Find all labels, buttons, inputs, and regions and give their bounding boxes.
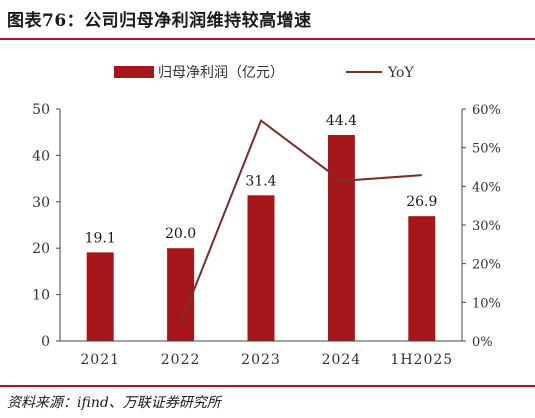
left-tick-label: 0 bbox=[41, 334, 50, 350]
bar-label-2022: 20.0 bbox=[165, 226, 196, 242]
chart: 归母净利润（亿元） YoY 0 10 20 30 40 50 0% 10% 20% 30% 40% 5… bbox=[32, 64, 501, 368]
bar-label-2021: 19.1 bbox=[85, 230, 116, 246]
chart-title: 图表76：公司归母净利润维持较高增速 bbox=[7, 11, 312, 31]
x-tick-label-2022: 2022 bbox=[161, 352, 201, 368]
legend-bar-swatch bbox=[114, 66, 154, 78]
bar-2022 bbox=[167, 248, 195, 341]
right-tick-label: 50% bbox=[472, 142, 501, 157]
bar-1H2025 bbox=[408, 216, 436, 341]
right-y-axis: 0% 10% 20% 30% 40% 50% 60% bbox=[461, 103, 501, 350]
right-tick-label: 10% bbox=[472, 296, 501, 311]
bar-2024 bbox=[327, 134, 355, 341]
legend-line-label: YoY bbox=[387, 65, 414, 81]
bar-label-1H2025: 26.9 bbox=[406, 194, 437, 210]
left-tick-label: 10 bbox=[32, 288, 50, 304]
x-tick-label-2024: 2024 bbox=[322, 352, 362, 368]
bar-label-2024: 44.4 bbox=[326, 113, 357, 129]
title-divider bbox=[0, 38, 535, 40]
bar-2023 bbox=[247, 195, 275, 341]
right-tick-label: 30% bbox=[472, 219, 501, 234]
source-divider bbox=[0, 385, 535, 387]
x-tick-label-2023: 2023 bbox=[241, 352, 281, 368]
left-tick-label: 20 bbox=[32, 241, 50, 257]
yoy-line bbox=[179, 119, 422, 324]
bar-series: 19.1 20.0 31.4 44.4 26.9 bbox=[85, 113, 437, 341]
legend-bar-label: 归母净利润（亿元） bbox=[158, 64, 284, 81]
bar-label-2023: 31.4 bbox=[245, 173, 276, 189]
left-tick-label: 30 bbox=[32, 195, 50, 211]
x-tick-label-2021: 2021 bbox=[80, 352, 120, 368]
right-tick-label: 40% bbox=[472, 180, 501, 195]
right-tick-label: 60% bbox=[472, 103, 501, 118]
left-tick-label: 50 bbox=[32, 102, 50, 118]
left-tick-label: 40 bbox=[32, 148, 50, 164]
left-y-axis: 0 10 20 30 40 50 bbox=[32, 102, 61, 350]
bar-2021 bbox=[86, 252, 114, 341]
x-axis: 2021 2022 2023 2024 1H2025 bbox=[60, 340, 462, 368]
legend: 归母净利润（亿元） YoY bbox=[114, 64, 414, 81]
source-note: 资料来源：ifind、万联证券研究所 bbox=[7, 395, 221, 411]
x-tick-label-1H2025: 1H2025 bbox=[390, 352, 453, 368]
right-tick-label: 0% bbox=[472, 335, 493, 350]
yoy-series bbox=[179, 119, 422, 324]
right-tick-label: 20% bbox=[472, 258, 501, 273]
